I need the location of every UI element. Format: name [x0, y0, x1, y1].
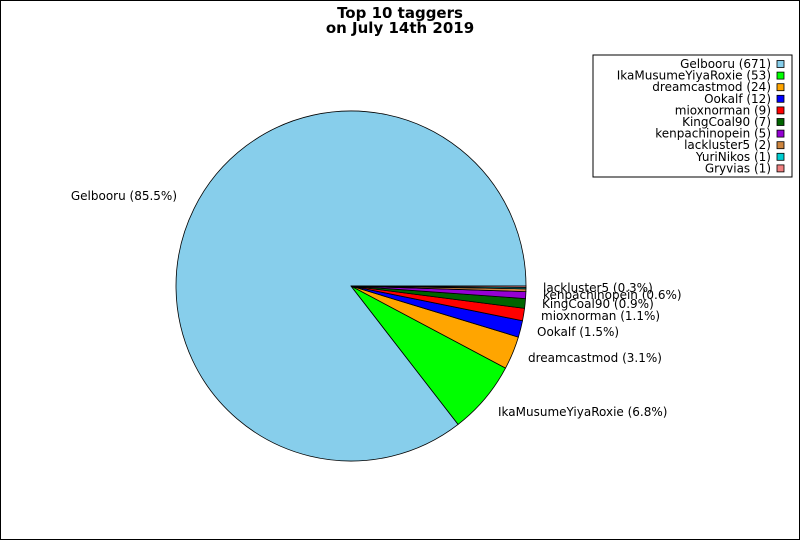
legend-entry-dreamcastmod: dreamcastmod (24) [652, 80, 771, 94]
slice-label-dreamcastmod: dreamcastmod (3.1%) [528, 351, 662, 365]
slice-label-ikamusumeyiyaroxie: IkaMusumeYiyaRoxie (6.8%) [498, 405, 667, 419]
legend-entry-kenpachinopein: kenpachinopein (5) [655, 127, 771, 141]
slice-label-lackluster5: lackluster5 (0.3%) [543, 281, 653, 295]
pie-slices [175, 110, 527, 462]
legend-entry-kingcoal90: KingCoal90 (7) [682, 115, 771, 129]
chart-title-line-1: Top 10 taggers [337, 4, 463, 22]
legend-swatch-kenpachinopein [776, 129, 785, 138]
slice-label-gelbooru: Gelbooru (85.5%) [71, 189, 177, 203]
chart-title-line-2: on July 14th 2019 [326, 19, 474, 37]
legend-entry-yurinikos: YuriNikos (1) [695, 150, 771, 164]
legend-swatch-gryvias [776, 164, 785, 173]
legend-swatch-ikamusumeyiyaroxie [776, 71, 785, 80]
legend-box [592, 54, 793, 178]
slice-label-kingcoal90: KingCoal90 (0.9%) [542, 297, 654, 311]
pie-slice-gryvias [350, 285, 527, 288]
legend: Gelbooru (671)IkaMusumeYiyaRoxie (53)dre… [592, 54, 793, 178]
legend-swatch-kingcoal90 [776, 118, 785, 126]
legend-entry-ookalf: Ookalf (12) [704, 92, 771, 106]
legend-swatch-mioxnorman [776, 106, 785, 115]
slice-label-ookalf: Ookalf (1.5%) [537, 325, 619, 339]
legend-entry-mioxnorman: mioxnorman (9) [675, 103, 771, 117]
legend-entry-gryvias: Gryvias (1) [705, 161, 771, 175]
legend-entry-lackluster5: lackluster5 (2) [684, 138, 771, 152]
legend-swatch-lackluster5 [776, 141, 785, 150]
legend-entry-gelbooru: Gelbooru (671) [680, 57, 771, 71]
slice-label-kenpachinopein: kenpachinopein (0.6%) [543, 288, 682, 302]
legend-swatch-yurinikos [776, 152, 785, 161]
legend-swatch-dreamcastmod [776, 83, 785, 92]
pie-slice-labels: Gelbooru (85.5%) IkaMusumeYiyaRoxie (6.8%… [71, 189, 682, 419]
slice-label-mioxnorman: mioxnorman (1.1%) [541, 309, 660, 323]
legend-entry-ikamusumeyiyaroxie: IkaMusumeYiyaRoxie (53) [617, 69, 771, 83]
legend-swatch-ookalf [776, 94, 785, 103]
legend-swatch-gelbooru [776, 60, 785, 68]
